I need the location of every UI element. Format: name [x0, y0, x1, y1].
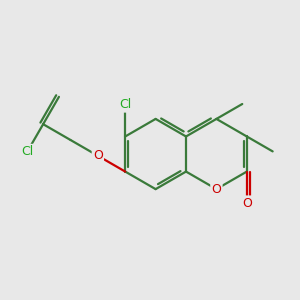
Text: Cl: Cl: [119, 98, 131, 111]
Text: O: O: [212, 183, 221, 196]
Text: Cl: Cl: [21, 145, 34, 158]
Text: O: O: [93, 149, 103, 162]
Text: O: O: [242, 197, 252, 210]
